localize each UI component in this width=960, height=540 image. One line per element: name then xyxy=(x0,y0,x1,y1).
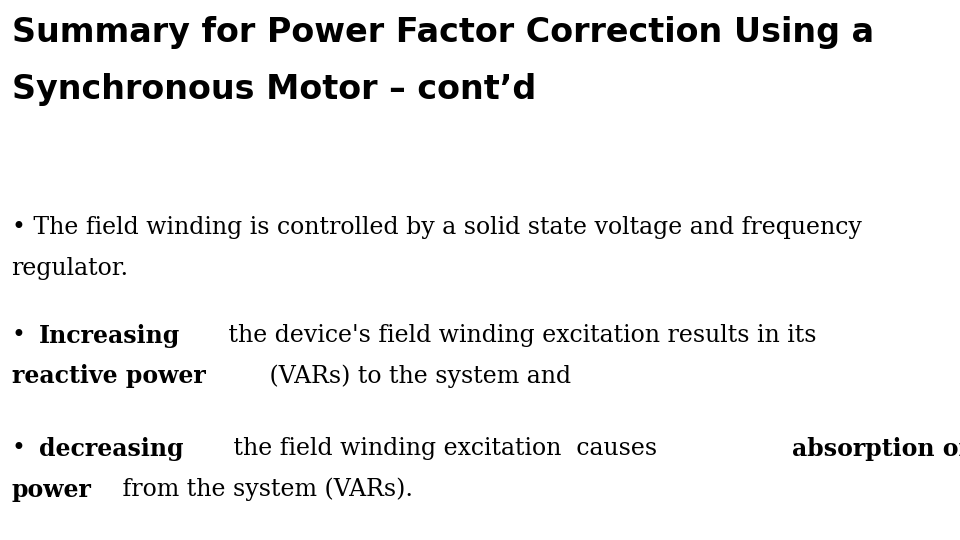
Text: • The field winding is controlled by a solid state voltage and frequency: • The field winding is controlled by a s… xyxy=(12,216,861,239)
Text: the field winding excitation  causes: the field winding excitation causes xyxy=(226,437,664,461)
Text: from the system (VARs).: from the system (VARs). xyxy=(114,478,413,502)
Text: Synchronous Motor – cont’d: Synchronous Motor – cont’d xyxy=(12,73,536,106)
Text: the device's field winding excitation results in its: the device's field winding excitation re… xyxy=(222,324,825,347)
Text: regulator.: regulator. xyxy=(12,256,129,280)
Text: power: power xyxy=(12,478,91,502)
Text: Increasing: Increasing xyxy=(39,324,180,348)
Text: Summary for Power Factor Correction Using a: Summary for Power Factor Correction Usin… xyxy=(12,16,874,49)
Text: decreasing: decreasing xyxy=(39,437,183,461)
Text: absorption of reactive: absorption of reactive xyxy=(791,437,960,461)
Text: (VARs) to the system and: (VARs) to the system and xyxy=(261,364,570,388)
Text: reactive power: reactive power xyxy=(12,364,205,388)
Text: •: • xyxy=(12,324,33,347)
Text: •: • xyxy=(12,437,33,461)
